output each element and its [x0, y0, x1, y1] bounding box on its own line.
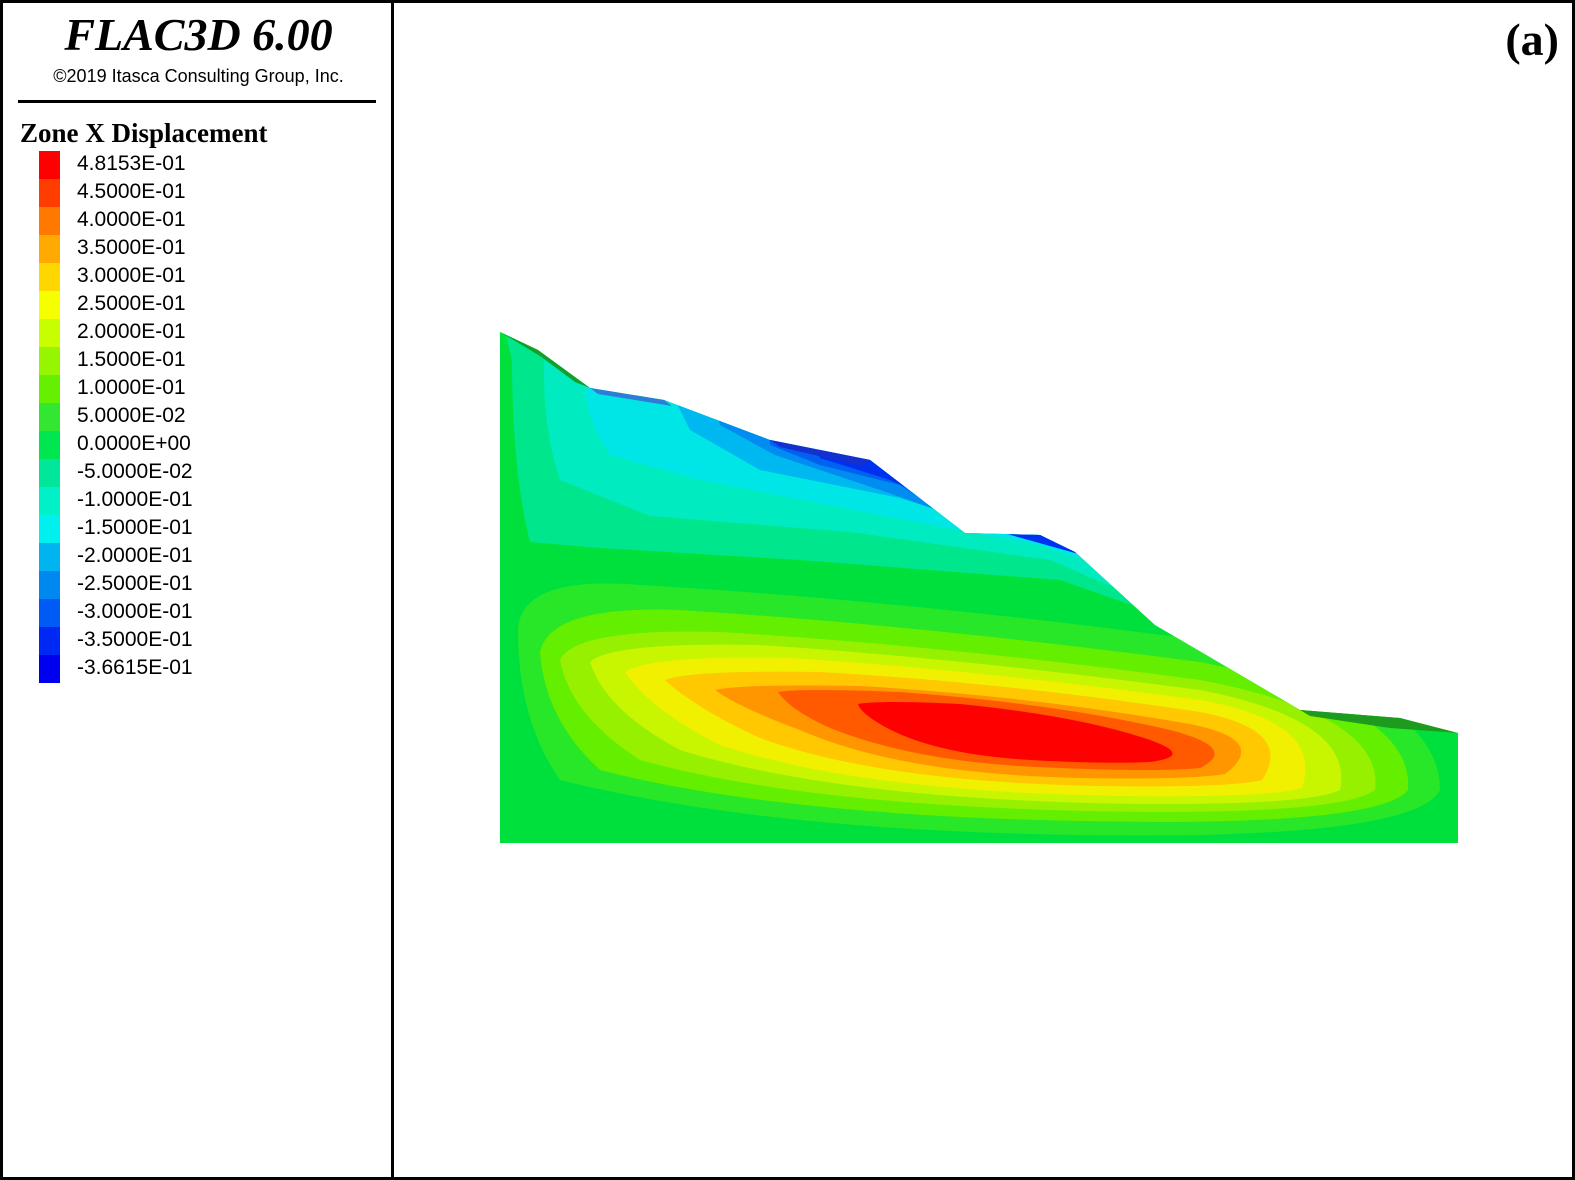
legend-swatch [39, 291, 60, 319]
top-face-edge-toe [1300, 710, 1458, 733]
legend-label: 2.0000E-01 [77, 320, 186, 343]
legend-swatch [39, 571, 60, 599]
legend-swatch [39, 319, 60, 347]
legend-label: -3.0000E-01 [77, 600, 193, 623]
legend-label: 2.5000E-01 [77, 292, 186, 315]
legend-label: 1.5000E-01 [77, 348, 186, 371]
legend-labels: 4.8153E-01 4.5000E-01 4.0000E-01 3.5000E-01… [77, 150, 193, 682]
title-divider [18, 100, 376, 103]
legend-label: -2.0000E-01 [77, 544, 193, 567]
legend-swatch [39, 263, 60, 291]
legend-swatch [39, 235, 60, 263]
legend-swatch [39, 207, 60, 235]
legend-label: -5.0000E-02 [77, 460, 193, 483]
legend-label: 4.5000E-01 [77, 180, 186, 203]
legend-label: -2.5000E-01 [77, 572, 193, 595]
top-face-edge-left [500, 332, 590, 388]
legend-swatch [39, 403, 60, 431]
legend-swatch [39, 627, 60, 655]
legend-label: 3.0000E-01 [77, 264, 186, 287]
legend-swatch [39, 599, 60, 627]
legend-label: 0.0000E+00 [77, 432, 191, 455]
legend-swatch [39, 151, 60, 179]
legend-label: 4.8153E-01 [77, 152, 186, 175]
legend-colorbar [39, 151, 60, 683]
top-face-edge-crest [770, 440, 870, 466]
top-face-edge-bench [590, 388, 672, 406]
legend-panel: FLAC3D 6.00 ©2019 Itasca Consulting Grou… [3, 3, 394, 1177]
legend-label: -3.5000E-01 [77, 628, 193, 651]
legend-swatch [39, 459, 60, 487]
legend-label: -3.6615E-01 [77, 656, 193, 679]
legend-label: 4.0000E-01 [77, 208, 186, 231]
legend-label: -1.5000E-01 [77, 516, 193, 539]
legend-swatch [39, 375, 60, 403]
legend-label: -1.0000E-01 [77, 488, 193, 511]
legend-swatch [39, 431, 60, 459]
copyright-text: ©2019 Itasca Consulting Group, Inc. [53, 66, 344, 86]
legend-label: 3.5000E-01 [77, 236, 186, 259]
legend-swatch [39, 543, 60, 571]
app-title: FLAC3D 6.00 [64, 9, 333, 60]
legend-label: 5.0000E-02 [77, 404, 186, 427]
legend-swatch [39, 655, 60, 683]
legend-swatch [39, 347, 60, 375]
legend-swatch [39, 515, 60, 543]
zone-band-pos-450 [858, 702, 1173, 763]
legend-title: Zone X Displacement [20, 118, 268, 148]
slope-model [500, 332, 1458, 843]
legend-swatch [39, 179, 60, 207]
legend-label: 1.0000E-01 [77, 376, 186, 399]
legend-swatch [39, 487, 60, 515]
panel-label: (a) [1505, 14, 1559, 65]
